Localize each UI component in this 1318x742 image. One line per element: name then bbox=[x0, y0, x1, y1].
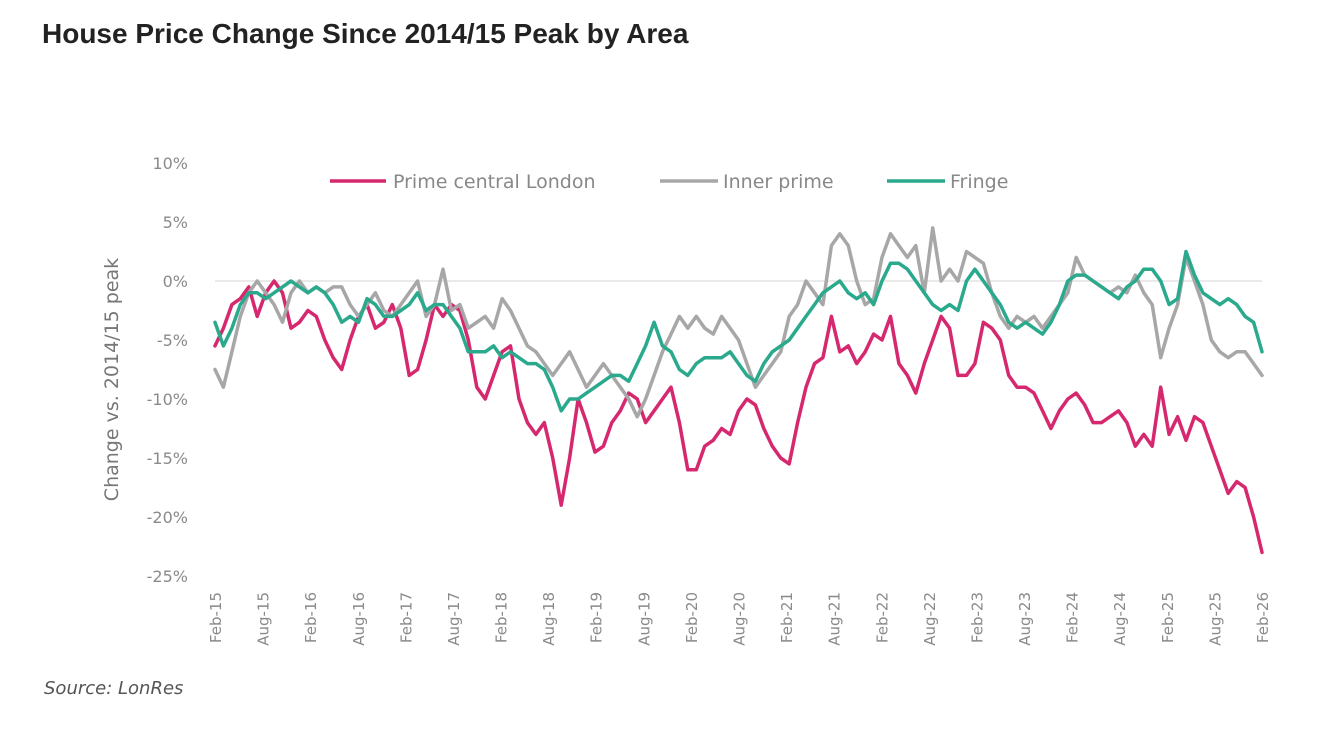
x-tick-label: Aug-24 bbox=[1111, 592, 1129, 646]
x-tick-label: Feb-20 bbox=[683, 592, 701, 643]
x-tick-label: Feb-25 bbox=[1159, 592, 1177, 643]
x-axis-ticks: Feb-15 Aug-15 Feb-16 Aug-16 Feb-17 Aug-17 Feb-… bbox=[207, 592, 1272, 646]
y-axis-ticks: 10% 5% 0% -5% -10% -15% -20% -25% bbox=[147, 154, 188, 586]
x-tick-label: Aug-18 bbox=[540, 592, 558, 646]
y-tick-label: 5% bbox=[163, 213, 188, 232]
x-tick-label: Feb-18 bbox=[493, 592, 511, 643]
x-tick-label: Aug-16 bbox=[350, 592, 368, 646]
y-tick-label: -5% bbox=[157, 331, 188, 350]
x-tick-label: Aug-20 bbox=[731, 592, 749, 646]
legend-label: Prime central London bbox=[393, 171, 596, 193]
legend-label: Fringe bbox=[950, 171, 1008, 193]
x-tick-label: Aug-15 bbox=[255, 592, 273, 646]
x-tick-label: Aug-17 bbox=[445, 592, 463, 646]
x-tick-label: Feb-19 bbox=[588, 592, 606, 643]
legend-label: Inner prime bbox=[723, 171, 834, 193]
x-tick-label: Feb-17 bbox=[397, 592, 415, 643]
x-tick-label: Aug-21 bbox=[826, 592, 844, 646]
y-tick-label: -10% bbox=[147, 390, 188, 409]
source-note: Source: LonRes bbox=[44, 678, 184, 699]
chart-title: House Price Change Since 2014/15 Peak by… bbox=[42, 18, 689, 49]
series-lines bbox=[213, 226, 1264, 555]
y-tick-label: -20% bbox=[147, 508, 188, 527]
x-tick-label: Feb-26 bbox=[1254, 592, 1272, 643]
y-axis-label: Change vs. 2014/15 peak bbox=[101, 258, 123, 501]
y-tick-label: 0% bbox=[163, 272, 188, 291]
x-tick-label: Feb-16 bbox=[302, 592, 320, 643]
x-tick-label: Aug-22 bbox=[921, 592, 939, 646]
y-tick-label: -25% bbox=[147, 567, 188, 586]
series-line-0 bbox=[213, 279, 1264, 555]
x-tick-label: Feb-21 bbox=[778, 592, 796, 643]
x-tick-label: Feb-23 bbox=[968, 592, 986, 643]
series-line-2 bbox=[213, 249, 1264, 413]
x-tick-label: Aug-25 bbox=[1206, 592, 1224, 646]
x-tick-label: Aug-19 bbox=[635, 592, 653, 646]
y-axis-label-group: Change vs. 2014/15 peak bbox=[101, 258, 123, 501]
x-tick-label: Feb-22 bbox=[873, 592, 891, 643]
x-tick-label: Feb-24 bbox=[1064, 592, 1082, 643]
y-tick-label: 10% bbox=[152, 154, 188, 173]
y-tick-label: -15% bbox=[147, 449, 188, 468]
x-tick-label: Aug-23 bbox=[1016, 592, 1034, 646]
x-tick-label: Feb-15 bbox=[207, 592, 225, 643]
legend: Prime central London Inner prime Fringe bbox=[330, 171, 1008, 193]
